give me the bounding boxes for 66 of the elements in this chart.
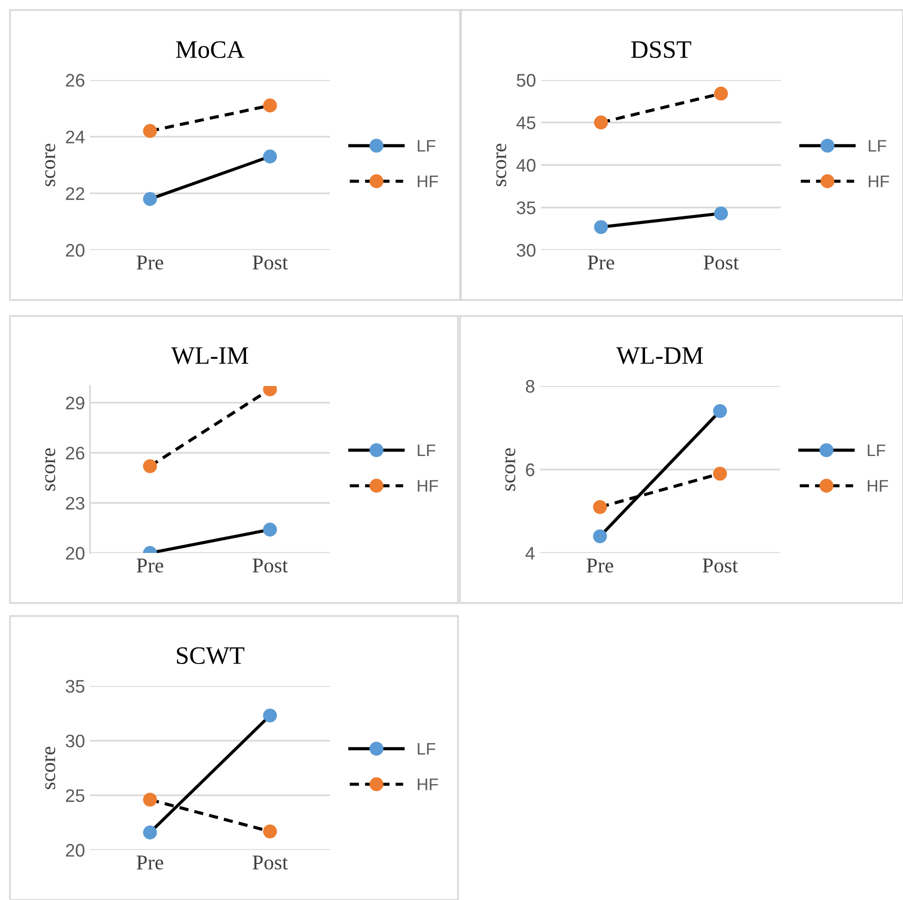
legend-label: HF <box>868 176 890 188</box>
y-tick-label: 26 <box>66 446 84 460</box>
legend-label: HF <box>868 480 888 492</box>
y-tick-label: 40 <box>516 158 536 172</box>
point <box>593 500 607 514</box>
x-tick-label: Pre <box>588 256 614 270</box>
point <box>713 466 727 481</box>
y-tick-label: 4 <box>526 547 535 560</box>
point <box>714 86 728 101</box>
y-tick-label: 20 <box>66 546 84 560</box>
x-tick-label: Pre <box>136 856 164 870</box>
y-tick-label: 30 <box>66 734 84 748</box>
point <box>263 824 277 838</box>
y-tick-label: 20 <box>66 844 84 857</box>
y-tick-label: 50 <box>516 74 536 87</box>
point <box>143 192 157 206</box>
x-tick-label: Post <box>702 558 738 573</box>
point <box>593 529 607 544</box>
point <box>263 708 277 722</box>
y-tick-label: 25 <box>66 789 84 802</box>
y-tick-label: 35 <box>66 680 84 693</box>
legend-label: LF <box>418 444 436 456</box>
y-tick-label: 35 <box>516 201 536 214</box>
legend-label: HF <box>418 778 438 790</box>
y-axis-title: score <box>45 448 56 491</box>
legend-label: LF <box>418 743 436 755</box>
point <box>263 98 277 112</box>
y-axis-title: score <box>505 448 516 491</box>
chart-title: SCWT <box>176 647 244 664</box>
y-tick-label: 24 <box>66 130 85 144</box>
legend-label: LF <box>868 444 886 456</box>
legend-label: LF <box>418 140 436 152</box>
point <box>594 116 608 130</box>
x-tick-label: Pre <box>586 558 614 573</box>
x-tick-label: Pre <box>136 256 164 270</box>
y-axis-title: score <box>45 144 56 186</box>
point <box>143 826 157 840</box>
y-tick-label: 6 <box>526 463 534 476</box>
y-tick-label: 29 <box>66 396 84 410</box>
x-tick-label: Pre <box>136 558 164 573</box>
legend-label: LF <box>868 140 886 152</box>
legend-label: HF <box>418 176 438 188</box>
legend-label: HF <box>418 480 438 492</box>
point <box>714 206 728 220</box>
x-tick-label: Post <box>252 256 288 270</box>
y-tick-label: 30 <box>516 244 536 257</box>
point <box>594 220 608 234</box>
x-tick-label: Post <box>252 558 288 573</box>
point <box>263 150 277 164</box>
y-tick-label: 23 <box>66 496 84 510</box>
point <box>143 792 157 807</box>
point <box>713 404 727 418</box>
x-tick-label: Post <box>704 256 739 270</box>
y-tick-label: 20 <box>66 244 84 257</box>
chart-title: MoCA <box>176 41 245 58</box>
y-axis-title: score <box>496 144 506 186</box>
y-tick-label: 8 <box>526 380 534 393</box>
y-axis-title: score <box>45 746 56 790</box>
y-tick-label: 26 <box>66 74 84 87</box>
point <box>143 124 157 138</box>
chart-title: DSST <box>631 41 692 58</box>
y-tick-label: 45 <box>516 116 536 130</box>
chart-title: WL-DM <box>616 347 704 364</box>
x-tick-label: Post <box>252 856 288 870</box>
chart-title: WL-IM <box>171 347 248 364</box>
y-tick-label: 22 <box>66 187 84 200</box>
